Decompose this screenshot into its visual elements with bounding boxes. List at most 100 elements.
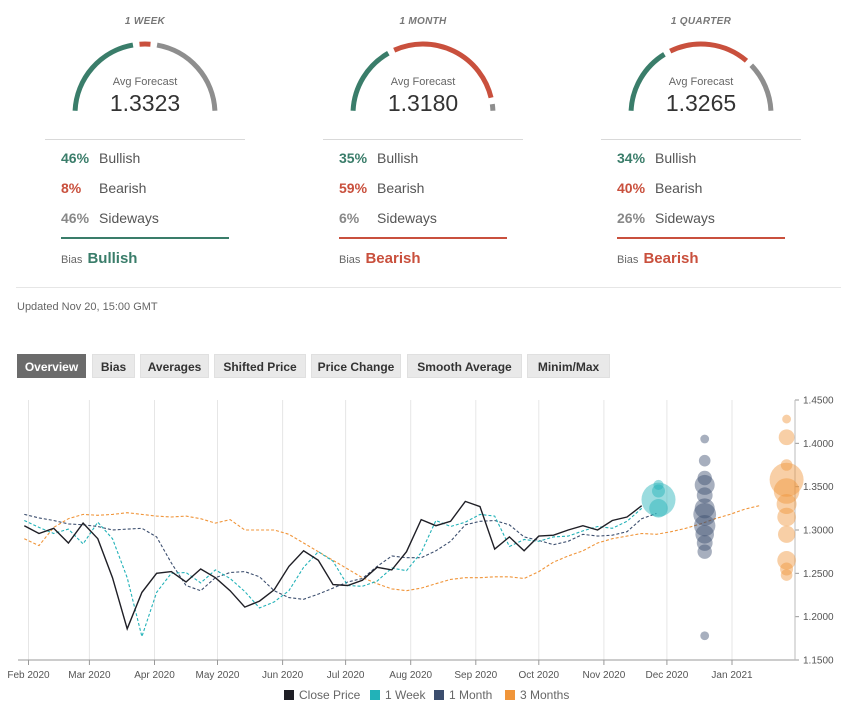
avg-forecast-label: Avg Forecast	[390, 76, 456, 88]
tab-overview[interactable]: Overview	[17, 354, 86, 378]
legend-item-3-months[interactable]: 3 Months	[505, 688, 569, 702]
legend-item-1-week[interactable]: 1 Week	[370, 688, 425, 702]
bias-underline	[61, 237, 229, 239]
forecast-bubble-1-month	[700, 434, 710, 444]
bullish-label: Bullish	[377, 150, 419, 166]
forecast-bubble-3-months	[782, 414, 791, 424]
forecast-gauge	[72, 41, 218, 111]
avg-forecast-value: 1.3265	[665, 90, 737, 116]
forecast-bubble-3-months	[776, 494, 797, 514]
tab-smooth-average[interactable]: Smooth Average	[407, 354, 522, 378]
series-line-3-months	[24, 505, 760, 592]
forecast-bubble-1-month	[697, 544, 712, 559]
legend-label: 1 Month	[449, 688, 493, 702]
sideways-row: 6% Sideways	[339, 210, 437, 228]
y-tick-label: 1.3000	[803, 526, 834, 537]
x-tick-label: Apr 2020	[134, 670, 175, 681]
bias-underline	[339, 237, 507, 239]
bullish-pct: 34%	[617, 150, 646, 166]
tab-price-change[interactable]: Price Change	[311, 354, 401, 378]
bias-value: Bearish	[365, 250, 421, 267]
legend-swatch	[434, 690, 444, 700]
bearish-row: 59% Bearish	[339, 180, 424, 198]
forecast-bubble-1-month	[693, 503, 717, 526]
forecast-bubble-3-months	[773, 478, 800, 504]
x-tick-label: May 2020	[196, 670, 240, 681]
legend-swatch	[505, 690, 515, 700]
bullish-pct: 46%	[61, 150, 90, 166]
gauge-segment-sideways	[489, 103, 496, 111]
period-label: 1 MONTH	[399, 16, 447, 27]
forecast-gauge	[350, 41, 496, 111]
sideways-label: Sideways	[377, 210, 437, 226]
y-tick-label: 1.2500	[803, 569, 834, 580]
avg-forecast-label: Avg Forecast	[112, 76, 178, 88]
tab-minim-max[interactable]: Minim/Max	[527, 354, 610, 378]
x-tick-label: Jul 2020	[327, 670, 365, 681]
tab-averages[interactable]: Averages	[140, 354, 209, 378]
x-tick-label: Aug 2020	[389, 670, 432, 681]
y-tick-label: 1.2000	[803, 612, 834, 623]
legend-item-1-month[interactable]: 1 Month	[434, 688, 492, 702]
bearish-label: Bearish	[655, 180, 703, 196]
forecast-bubble-1-month	[696, 487, 713, 504]
bullish-row: 34% Bullish	[617, 150, 696, 168]
bearish-row: 40% Bearish	[617, 180, 702, 198]
bearish-pct: 8%	[61, 180, 82, 196]
period-label: 1 WEEK	[124, 16, 166, 27]
bias-label: Bias	[339, 254, 361, 266]
sideways-pct: 26%	[617, 210, 646, 226]
tab-shifted-price[interactable]: Shifted Price	[214, 354, 306, 378]
forecast-bubble-1-month	[694, 474, 715, 495]
legend-swatch	[370, 690, 380, 700]
sideways-row: 26% Sideways	[617, 210, 715, 228]
bearish-row: 8% Bearish	[61, 180, 146, 198]
gauge-segment-bearish	[669, 41, 749, 63]
legend-label: 3 Months	[520, 688, 570, 702]
sideways-row: 46% Sideways	[61, 210, 159, 228]
forecast-gauge	[628, 41, 774, 111]
y-tick-label: 1.1500	[803, 656, 834, 667]
sideways-pct: 46%	[61, 210, 90, 226]
forecast-bubble-1-month	[695, 525, 714, 544]
forecast-bubble-3-months	[777, 507, 796, 527]
forecast-bubble-3-months	[777, 551, 796, 570]
gauge-segment-bearish	[393, 41, 494, 99]
forecast-bubble-3-months	[778, 429, 795, 446]
y-tick-label: 1.4500	[803, 396, 834, 407]
forecast-bubble-1-month	[698, 454, 711, 467]
legend-label: 1 Week	[385, 688, 426, 702]
forecast-bubble-1-month	[697, 470, 712, 486]
bullish-row: 46% Bullish	[61, 150, 140, 168]
sideways-label: Sideways	[655, 210, 715, 226]
legend-item-close-price[interactable]: Close Price	[284, 688, 360, 702]
bearish-label: Bearish	[99, 180, 147, 196]
series-line-1-month	[24, 512, 657, 600]
forecast-bubble-1-week	[653, 479, 664, 491]
sideways-pct: 6%	[339, 210, 360, 226]
x-tick-label: Oct 2020	[519, 670, 560, 681]
bias: Bias Bearish	[617, 250, 699, 267]
bias-underline	[617, 237, 785, 239]
legend-label: Close Price	[299, 688, 361, 702]
section-divider	[16, 287, 841, 288]
updated-timestamp: Updated Nov 20, 15:00 GMT	[17, 301, 158, 313]
forecast-bubble-3-months	[780, 569, 793, 581]
bullish-label: Bullish	[655, 150, 697, 166]
tab-bias[interactable]: Bias	[92, 354, 135, 378]
divider	[45, 139, 245, 140]
y-tick-label: 1.4000	[803, 439, 834, 450]
x-tick-label: Feb 2020	[7, 670, 50, 681]
forecast-bubble-1-month	[700, 631, 710, 641]
bias: Bias Bullish	[61, 250, 137, 267]
bearish-pct: 40%	[617, 180, 646, 196]
bias-value: Bearish	[643, 250, 699, 267]
forecast-bubble-1-week	[649, 499, 668, 518]
bias: Bias Bearish	[339, 250, 421, 267]
gauge-segment-sideways	[749, 63, 774, 111]
x-tick-label: Jun 2020	[262, 670, 304, 681]
y-tick-label: 1.3500	[803, 482, 834, 493]
bias-value: Bullish	[87, 250, 138, 267]
forecast-bubble-3-months	[769, 462, 804, 497]
gauge-segment-bullish	[72, 42, 134, 111]
